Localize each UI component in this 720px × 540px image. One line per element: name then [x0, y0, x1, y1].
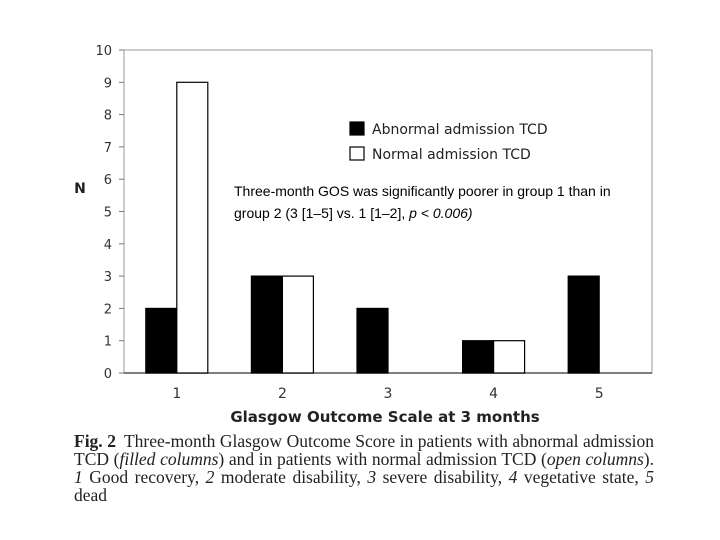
- y-tick-label: 10: [95, 44, 112, 59]
- caption-number: 3: [367, 467, 377, 487]
- y-tick-label: 0: [104, 367, 112, 382]
- caption-number: 5: [645, 467, 654, 487]
- legend-label-normal-admission-tcd: Normal admission TCD: [372, 147, 531, 163]
- legend-swatch-abnormal-admission-tcd: [349, 121, 365, 136]
- caption-text: ) and in patients with normal admission …: [218, 449, 547, 469]
- figure-caption: Fig. 2 Three-month Glasgow Outcome Score …: [74, 432, 654, 504]
- caption-number: 2: [205, 467, 215, 487]
- y-tick-label: 4: [104, 238, 112, 253]
- x-tick-label: 1: [172, 386, 181, 402]
- chart-annotation: Three-month GOS was significantly poorer…: [234, 180, 634, 224]
- bar-normal-admission-tcd-2: [281, 275, 314, 374]
- bar-abnormal-admission-tcd-3: [356, 307, 389, 374]
- caption-text: ).: [643, 449, 654, 469]
- x-tick-label: 4: [489, 386, 498, 402]
- y-tick-label: 2: [104, 302, 112, 317]
- bar-normal-admission-tcd-4: [493, 340, 526, 374]
- bar-chart: 0 1 2 3 4 5 6 7 8 9 10 1 2 3 4 5 Abnormal admission TCD…: [74, 44, 653, 426]
- y-tick-label: 8: [104, 109, 112, 124]
- legend-swatch-normal-admission-tcd: [349, 146, 365, 161]
- caption-text: dead: [74, 485, 108, 505]
- x-tick-label: 3: [384, 386, 393, 402]
- caption-label: Fig. 2: [74, 431, 116, 451]
- caption-text: vegetative state,: [517, 467, 646, 487]
- bar-abnormal-admission-tcd-2: [250, 275, 283, 374]
- x-tick-label: 2: [278, 386, 287, 402]
- x-tick-label: 5: [595, 386, 604, 402]
- y-tick-label: 7: [104, 141, 112, 156]
- legend-label-abnormal-admission-tcd: Abnormal admission TCD: [372, 122, 548, 138]
- x-axis-label: Glasgow Outcome Scale at 3 months: [230, 408, 539, 426]
- y-tick-label: 1: [104, 335, 112, 350]
- caption-emphasis: filled columns: [119, 449, 219, 469]
- caption-text: severe disability,: [376, 467, 509, 487]
- annotation-text: Three-month GOS was significantly poorer…: [234, 183, 611, 221]
- y-tick-label: 9: [104, 76, 112, 91]
- y-tick-label: 3: [104, 270, 112, 285]
- bar-normal-admission-tcd-1: [176, 81, 209, 374]
- y-axis-label: N: [74, 181, 86, 197]
- caption-text: Good recovery,: [82, 467, 206, 487]
- caption-number: 4: [508, 467, 518, 487]
- caption-text: Three-month Glasgow Outcome Score in pat…: [74, 431, 654, 469]
- bar-abnormal-admission-tcd-1: [145, 307, 178, 374]
- y-tick-label: 6: [104, 173, 112, 188]
- caption-number: 1: [74, 467, 83, 487]
- annotation-p-value: p < 0.006): [409, 205, 473, 221]
- y-tick-label: 5: [104, 206, 112, 221]
- bar-abnormal-admission-tcd-4: [462, 340, 495, 374]
- legend: Abnormal admission TCD Normal admission T…: [349, 121, 548, 163]
- caption-emphasis: open columns: [546, 449, 644, 469]
- caption-text: moderate disability,: [214, 467, 368, 487]
- bar-abnormal-admission-tcd-5: [567, 275, 600, 374]
